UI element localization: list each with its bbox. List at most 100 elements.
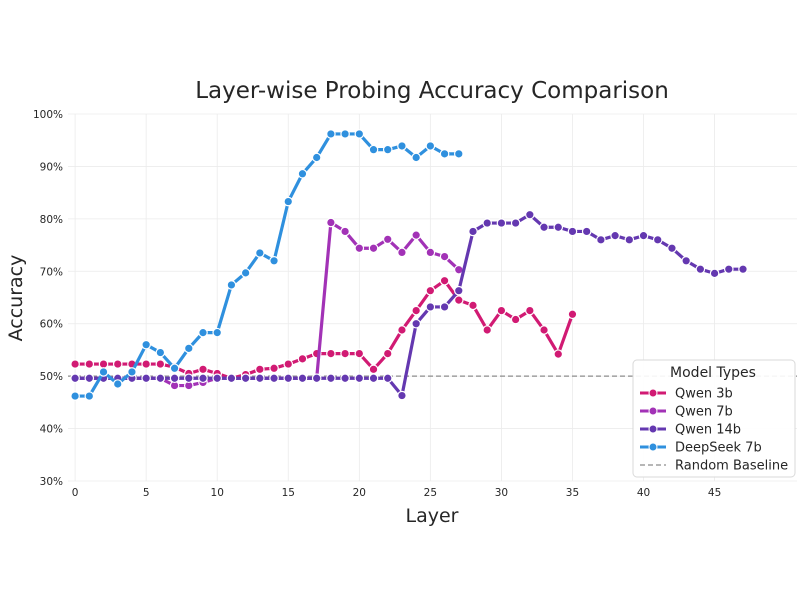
data-point bbox=[70, 373, 80, 384]
data-point bbox=[482, 325, 493, 335]
data-point bbox=[368, 243, 379, 254]
data-point bbox=[496, 218, 507, 228]
data-point bbox=[439, 251, 450, 262]
legend-label: Random Baseline bbox=[675, 459, 788, 474]
data-point bbox=[226, 280, 237, 290]
x-tick-label: 25 bbox=[424, 487, 437, 499]
data-point bbox=[567, 226, 578, 237]
data-point bbox=[425, 247, 436, 258]
y-tick-label: 50% bbox=[40, 371, 63, 383]
data-point bbox=[539, 222, 549, 233]
y-tick-label: 90% bbox=[40, 161, 63, 173]
data-point bbox=[397, 325, 407, 335]
data-point bbox=[240, 268, 251, 278]
data-point bbox=[382, 348, 393, 359]
data-point bbox=[567, 309, 578, 320]
data-point bbox=[553, 349, 564, 359]
data-point bbox=[525, 305, 535, 316]
data-point bbox=[326, 373, 336, 384]
legend-item: Random Baseline bbox=[640, 459, 788, 474]
data-point bbox=[269, 255, 279, 266]
data-point bbox=[198, 327, 208, 338]
legend-item: Qwen 14b bbox=[640, 423, 741, 438]
data-point bbox=[667, 243, 677, 254]
data-point bbox=[510, 218, 521, 228]
data-point bbox=[723, 264, 734, 274]
data-point bbox=[425, 302, 436, 312]
data-point bbox=[84, 373, 95, 384]
x-tick-label: 20 bbox=[353, 487, 366, 499]
legend-label: Qwen 3b bbox=[675, 387, 733, 402]
legend: Model Types Qwen 3b Qwen 7b Qwen 14b DeepSe… bbox=[632, 359, 796, 478]
data-point bbox=[695, 264, 706, 274]
data-point bbox=[368, 144, 379, 155]
data-point bbox=[581, 226, 592, 237]
data-point bbox=[411, 152, 421, 163]
legend-title: Model Types bbox=[670, 365, 756, 381]
data-point bbox=[425, 285, 436, 296]
x-tick-label: 5 bbox=[143, 487, 150, 499]
data-point bbox=[525, 209, 535, 220]
data-point bbox=[439, 149, 450, 159]
data-point bbox=[297, 354, 308, 364]
data-point bbox=[84, 359, 95, 369]
data-point bbox=[141, 359, 151, 369]
data-point bbox=[70, 391, 80, 401]
data-point bbox=[141, 339, 151, 350]
legend-items: Qwen 3b Qwen 7b Qwen 14b DeepSeek 7b Random … bbox=[640, 387, 788, 474]
tick-layer: 30% 40% 50% 60% 70% 80% 90% 100% 0 5 10 15 20 25 30 35 4… bbox=[33, 109, 721, 499]
data-point bbox=[283, 196, 294, 207]
series-qwen-3b bbox=[70, 275, 578, 384]
data-point bbox=[453, 285, 464, 296]
series-line bbox=[73, 132, 461, 398]
y-tick-label: 80% bbox=[40, 214, 63, 226]
data-point bbox=[112, 359, 123, 369]
data-point bbox=[297, 168, 308, 179]
data-point bbox=[340, 373, 350, 384]
data-point bbox=[652, 235, 663, 245]
legend-box bbox=[632, 359, 796, 478]
data-point bbox=[411, 318, 421, 329]
x-axis-label: Layer bbox=[406, 505, 459, 527]
data-point bbox=[155, 347, 166, 358]
data-point bbox=[354, 373, 365, 384]
data-point bbox=[283, 359, 294, 369]
data-point bbox=[84, 391, 95, 401]
chart-title: Layer-wise Probing Accuracy Comparison bbox=[195, 78, 669, 104]
data-point bbox=[382, 144, 393, 155]
legend-marker bbox=[648, 424, 658, 434]
data-point bbox=[297, 373, 308, 384]
legend-marker bbox=[648, 388, 658, 398]
y-tick-label: 30% bbox=[40, 476, 63, 488]
data-point bbox=[468, 226, 478, 237]
data-point bbox=[183, 343, 194, 354]
data-point bbox=[226, 373, 237, 384]
data-point bbox=[596, 235, 606, 245]
legend-marker bbox=[648, 406, 658, 416]
data-point bbox=[212, 327, 223, 338]
data-point bbox=[709, 268, 720, 279]
x-tick-label: 45 bbox=[708, 487, 721, 499]
data-point bbox=[70, 359, 80, 369]
data-point bbox=[354, 243, 365, 254]
data-point bbox=[439, 275, 450, 286]
y-tick-label: 60% bbox=[40, 319, 63, 331]
legend-item: Qwen 7b bbox=[640, 405, 733, 420]
y-axis-label: Accuracy bbox=[5, 255, 27, 342]
data-point bbox=[340, 129, 350, 139]
data-point bbox=[397, 141, 407, 151]
data-point bbox=[482, 218, 493, 228]
data-point bbox=[638, 230, 649, 241]
data-point bbox=[283, 373, 294, 384]
data-point bbox=[169, 363, 180, 374]
data-point bbox=[141, 373, 151, 384]
data-point bbox=[155, 359, 166, 369]
data-point bbox=[127, 367, 137, 377]
legend-item: DeepSeek 7b bbox=[640, 441, 762, 456]
data-point bbox=[269, 363, 279, 374]
data-point bbox=[326, 129, 336, 139]
data-point bbox=[169, 373, 180, 384]
data-point bbox=[496, 305, 507, 316]
x-tick-label: 10 bbox=[211, 487, 224, 499]
